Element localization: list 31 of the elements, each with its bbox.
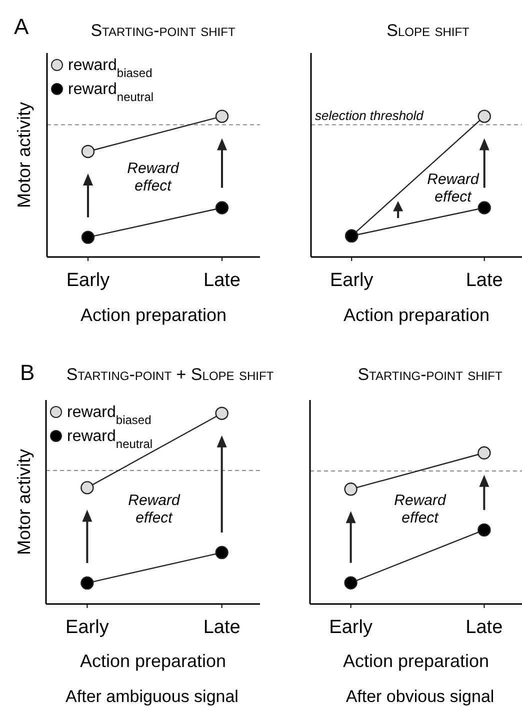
x-tick-label: Late xyxy=(204,270,240,291)
x-axis-title: Action preparation xyxy=(343,305,490,325)
text: After obvious signal xyxy=(346,687,494,706)
annotation: Reward effect xyxy=(427,171,480,206)
legend-label: reward$_{neutral}$ xyxy=(68,81,154,104)
x-tick-label: Late xyxy=(466,617,503,638)
x-tick-label: Early xyxy=(66,617,110,638)
text: A xyxy=(14,14,29,39)
x-tick-label: Late xyxy=(203,617,240,638)
legend-label: reward$_{biased}$ xyxy=(67,404,152,427)
text: B xyxy=(20,360,35,385)
ref-line-label: selection threshold xyxy=(315,108,424,123)
chart-title: Starting-point shift xyxy=(358,365,503,384)
x-tick-label: Early xyxy=(330,270,374,291)
y-axis-title: Motor activity xyxy=(14,448,34,556)
chart-title: Starting-point shift xyxy=(90,21,236,40)
chart-title: Starting-point + Slope shift xyxy=(66,365,274,384)
x-axis-title: Action preparation xyxy=(80,651,226,671)
legend-label: reward$_{biased}$ xyxy=(68,57,152,80)
annotation: Reward effect xyxy=(394,492,446,526)
annotation: Reward effect xyxy=(127,160,180,194)
text: After ambiguous signal xyxy=(66,687,238,706)
annotation: Reward effect xyxy=(128,492,180,526)
chart-title: Slope shift xyxy=(386,21,470,40)
x-tick-label: Early xyxy=(66,270,110,291)
x-axis-title: Action preparation xyxy=(80,305,227,325)
legend-label: reward$_{neutral}$ xyxy=(67,428,153,451)
x-tick-label: Early xyxy=(329,617,373,638)
x-axis-title: Action preparation xyxy=(342,651,490,671)
x-tick-label: Late xyxy=(466,270,503,291)
y-axis-title: Motor activity xyxy=(14,102,34,208)
